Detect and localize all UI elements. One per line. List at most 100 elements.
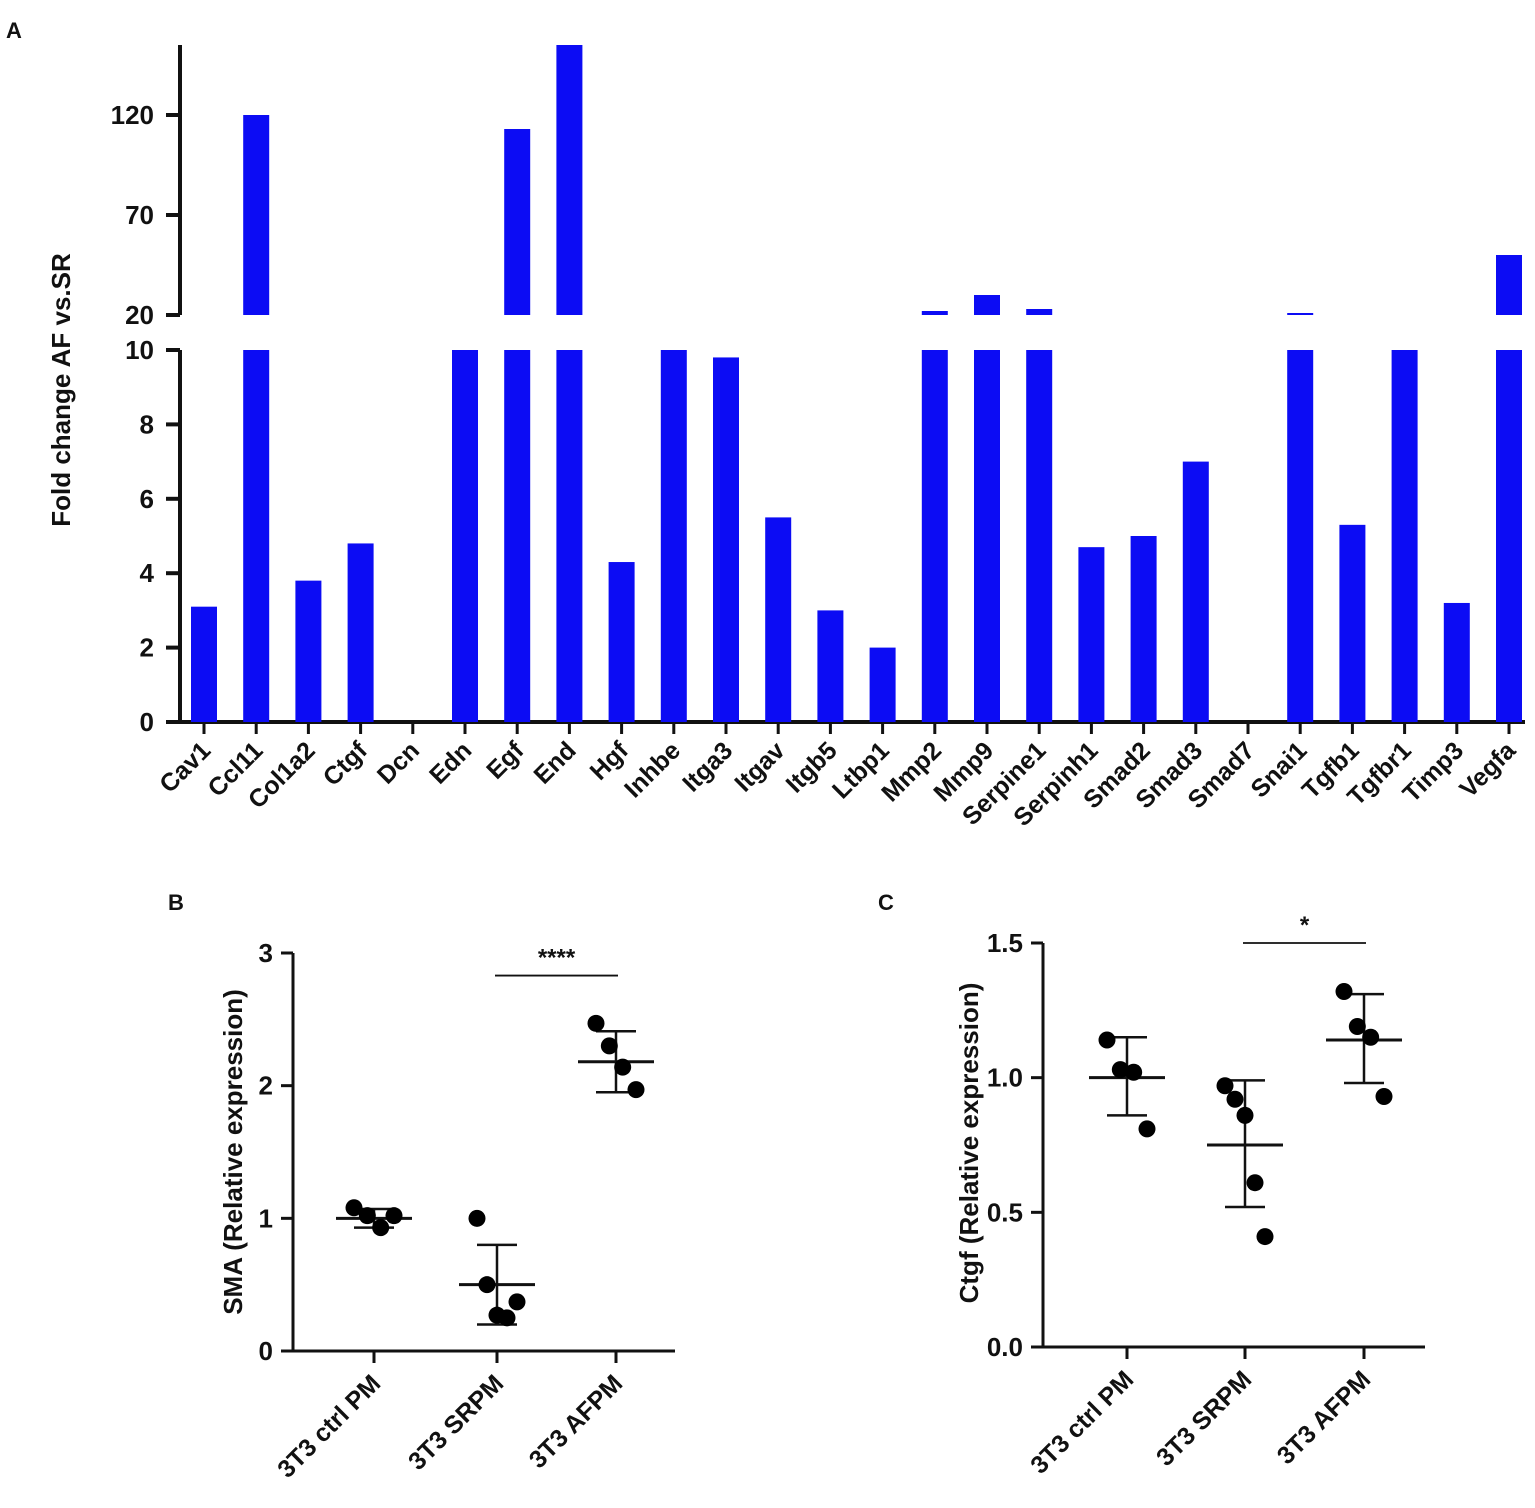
panel-a-bar [974, 350, 1000, 722]
panel-a-x-tick-label: Vegfa [1454, 736, 1522, 804]
panel-a-bar [1078, 547, 1105, 722]
panel-b-data-point [345, 1199, 363, 1217]
panel-a-bar [504, 350, 531, 722]
panel-c-data-point [1375, 1088, 1393, 1106]
panel-a-bar [1443, 602, 1470, 722]
panel-a-bar [1496, 350, 1522, 722]
panel-c-x-tick-label: 3T3 AFPM [1272, 1365, 1377, 1470]
panel-a-x-tick-label: Timp3 [1398, 736, 1470, 808]
panel-a-bar-upper [974, 295, 1000, 315]
panel-a: A Fold change AF vs.SR 0 2 4 6 8 10 20 70 120 Ca… [6, 18, 1525, 832]
panel-a-bar [1287, 350, 1314, 722]
panel-c-data-point [1125, 1063, 1143, 1081]
panel-a-y-tick-label: 20 [125, 300, 154, 330]
panel-b-data-point [372, 1219, 390, 1237]
panel-c-letter: C [878, 890, 894, 915]
panel-c-data-point [1226, 1090, 1244, 1108]
panel-c-significance-label: * [1300, 912, 1310, 939]
panel-c-y-tick-label: 0.0 [987, 1332, 1023, 1362]
panel-a-x-tick-label: Itga3 [677, 736, 738, 797]
panel-c-y-tick-label: 0.5 [987, 1197, 1023, 1227]
panel-b-y-tick-label: 0 [259, 1336, 273, 1366]
panel-b-data-point [614, 1058, 632, 1076]
panel-c-y-tick-label: 1.5 [987, 928, 1023, 958]
panel-c-x-tick-label: 3T3 ctrl PM [1025, 1365, 1139, 1479]
panel-b-data-point [498, 1309, 516, 1327]
panel-a-bar [765, 517, 792, 722]
panel-b-data-point [358, 1207, 376, 1225]
panel-a-bar [817, 610, 844, 722]
panel-b-y-tick-label: 1 [259, 1203, 273, 1233]
panel-c-data-point [1348, 1017, 1366, 1035]
panel-c-data-point [1256, 1228, 1274, 1246]
panel-a-x-tick-label: Edn [424, 736, 477, 789]
panel-a-y-tick-label: 6 [140, 484, 154, 514]
panel-c-data-point [1216, 1077, 1234, 1095]
panel-c-x-tick-label: 3T3 SRPM [1151, 1365, 1257, 1471]
panel-a-bar-upper [556, 45, 583, 315]
panel-a-x-tick-label: Egf [481, 736, 530, 785]
panel-a-bar [1130, 536, 1157, 722]
panel-a-y-tick-label: 70 [125, 200, 154, 230]
panel-c-data-point [1138, 1120, 1156, 1138]
panel-c: C Ctgf (Relative expression) 0.0 0.5 1.0 1.… [878, 890, 1425, 1480]
panel-a-x-tick-label: Itgav [729, 736, 790, 797]
panel-a-bar-upper [1496, 255, 1522, 315]
panel-a-bar [556, 350, 583, 722]
panel-a-bar [608, 562, 635, 722]
panel-a-bar [452, 350, 478, 722]
panel-a-x-tick-label: Cav1 [154, 736, 216, 798]
panel-a-y-tick-label: 10 [125, 335, 154, 365]
panel-c-data-point [1335, 982, 1353, 1000]
panel-a-y-tick-label: 0 [140, 707, 154, 737]
panel-a-y-tick-label: 120 [111, 100, 154, 130]
panel-b-x-tick-label: 3T3 ctrl PM [272, 1369, 386, 1483]
panel-b-significance-label: **** [538, 945, 576, 972]
panel-a-bar-upper [243, 115, 270, 315]
panel-b-y-tick-label: 2 [259, 1071, 273, 1101]
panel-a-y-tick-label: 8 [140, 409, 154, 439]
panel-b: B SMA (Relative expression) 0 1 2 3 3T3 ctrl… [168, 890, 675, 1484]
panel-a-bar [1026, 350, 1053, 722]
panel-c-y-tick-label: 1.0 [987, 1063, 1023, 1093]
panel-b-data-point [627, 1081, 645, 1099]
panel-a-x-tick-label: Dcn [372, 736, 425, 789]
panel-b-x-tick-label: 3T3 SRPM [403, 1369, 509, 1475]
panel-a-bar-upper [504, 129, 531, 315]
panel-c-data-point [1111, 1061, 1129, 1079]
panel-c-data-point [1246, 1174, 1264, 1192]
panel-c-data-point [1098, 1031, 1116, 1049]
panel-b-y-tick-label: 3 [259, 938, 273, 968]
panel-a-x-tick-label: Snai1 [1245, 736, 1312, 803]
panel-a-bar-upper [921, 311, 948, 315]
panel-a-bar [660, 350, 687, 722]
panel-c-plot: 0.0 0.5 1.0 1.5 3T3 ctrl PM 3T3 SRPM 3T3 AFPM * [987, 912, 1425, 1480]
panel-b-x-tick-label: 3T3 AFPM [524, 1369, 629, 1474]
panel-a-letter: A [6, 18, 22, 43]
panel-a-bar [1391, 350, 1418, 722]
panel-c-data-point [1236, 1106, 1254, 1124]
panel-a-axes [178, 45, 1525, 724]
panel-a-x-tick-label: Ctgf [318, 736, 374, 792]
panel-a-y-tick-label: 4 [140, 558, 155, 588]
panel-b-letter: B [168, 890, 184, 915]
panel-b-data-point [468, 1209, 486, 1227]
panel-a-x-tick-label: Inhbe [619, 736, 686, 803]
panel-b-data-point [478, 1276, 496, 1294]
panel-a-bar [921, 350, 948, 722]
panel-a-bar-upper [1026, 309, 1053, 315]
panel-b-data-point [600, 1037, 618, 1055]
panel-a-bar [295, 580, 322, 722]
panel-a-bar [1339, 524, 1366, 722]
panel-a-bars [191, 45, 1522, 722]
panel-a-bar [243, 350, 270, 722]
panel-b-data-point [587, 1014, 605, 1032]
panel-c-data-point [1362, 1028, 1380, 1046]
panel-a-y-axis-title: Fold change AF vs.SR [46, 253, 76, 527]
panel-a-bar [347, 543, 374, 722]
panel-b-data-point [508, 1293, 526, 1311]
panel-a-bar [191, 606, 217, 722]
panel-a-bar-upper [1287, 313, 1314, 315]
